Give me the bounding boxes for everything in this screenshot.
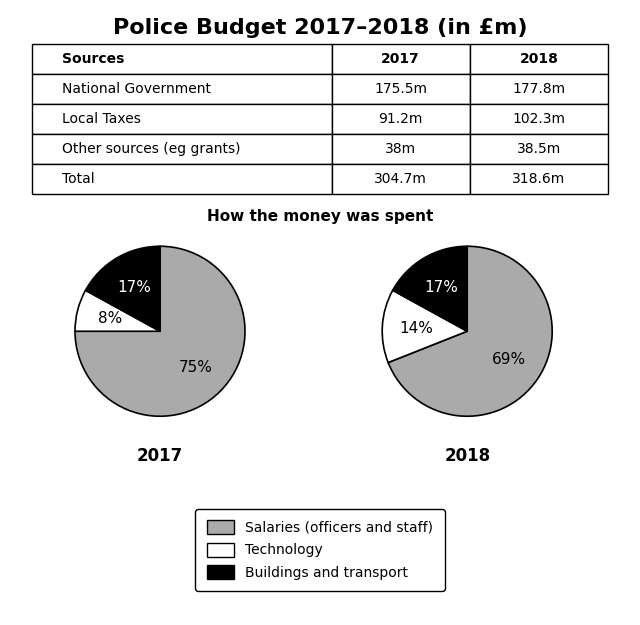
Text: 69%: 69% (492, 352, 527, 367)
Text: 17%: 17% (117, 280, 151, 295)
Wedge shape (382, 290, 467, 362)
Text: 2017: 2017 (137, 447, 183, 465)
Text: 2018: 2018 (444, 447, 490, 465)
Text: 8%: 8% (99, 311, 123, 326)
Text: 75%: 75% (179, 360, 213, 375)
Text: How the money was spent: How the money was spent (207, 209, 433, 224)
Legend: Salaries (officers and staff), Technology, Buildings and transport: Salaries (officers and staff), Technolog… (195, 509, 445, 591)
Wedge shape (75, 290, 160, 331)
Text: 14%: 14% (399, 321, 433, 336)
Text: 17%: 17% (424, 280, 458, 295)
Wedge shape (75, 246, 245, 416)
Wedge shape (388, 246, 552, 416)
Wedge shape (86, 246, 160, 331)
Wedge shape (393, 246, 467, 331)
Text: Police Budget 2017–2018 (in £m): Police Budget 2017–2018 (in £m) (113, 18, 527, 38)
